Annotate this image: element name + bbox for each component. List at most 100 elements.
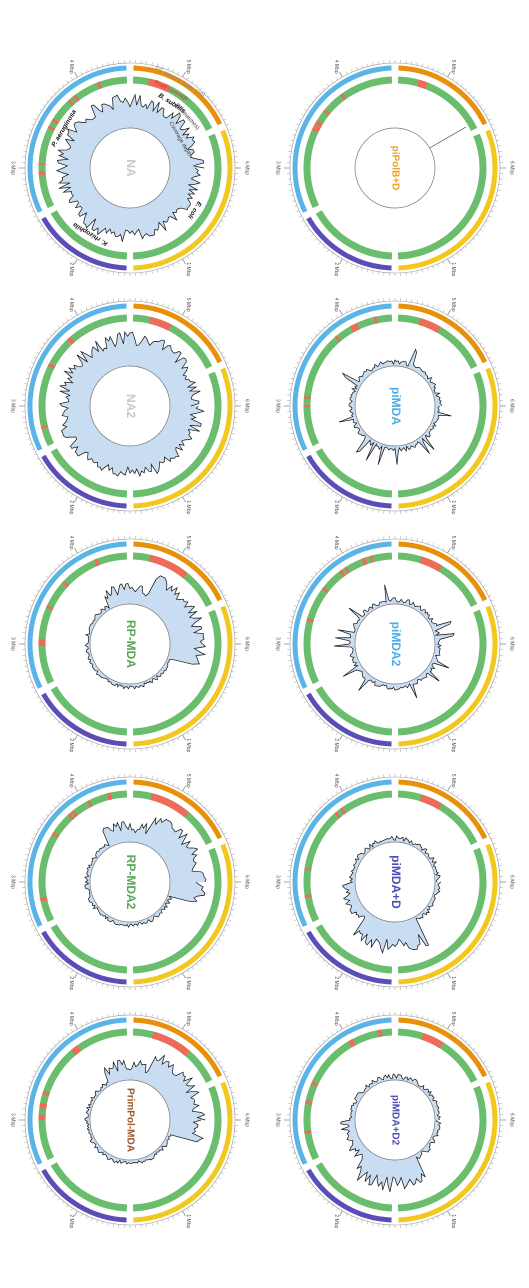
tick-mark <box>182 785 186 792</box>
tick-mark <box>301 1172 305 1175</box>
tick-mark <box>421 1015 424 1019</box>
tick-mark <box>492 1157 496 1159</box>
tick-mark <box>220 696 224 699</box>
tick-mark <box>74 309 78 316</box>
tick-label: 3 Mbp <box>275 875 281 889</box>
tick-mark <box>229 610 233 612</box>
tick-mark <box>70 1207 74 1211</box>
tick-mark <box>33 356 37 359</box>
tick-mark <box>472 1047 476 1050</box>
tick-mark <box>485 113 489 116</box>
tick-mark <box>345 975 348 979</box>
tick-mark <box>310 709 314 713</box>
covered-arc <box>132 76 213 131</box>
tick-mark <box>214 1181 218 1184</box>
tick-label: 6 Mbp <box>509 1113 515 1127</box>
tick-mark <box>182 258 186 265</box>
tick-label: 4 Mbp <box>333 536 339 550</box>
tick-mark <box>289 621 293 623</box>
covered-arc <box>38 552 128 685</box>
tick-mark <box>195 249 199 253</box>
tick-mark <box>290 1091 294 1094</box>
covered-ring <box>303 552 487 736</box>
tick-mark <box>331 556 334 560</box>
tick-mark <box>496 853 500 856</box>
tick-mark <box>57 1039 60 1043</box>
tick-label: 6 Mbp <box>244 637 250 651</box>
tick-label: 4 Mbp <box>333 774 339 788</box>
tick-mark <box>350 739 353 743</box>
coverage-baseline <box>354 603 436 685</box>
tick-mark <box>29 367 33 369</box>
tick-mark <box>469 1194 472 1197</box>
tick-mark <box>307 342 311 345</box>
tick-mark <box>220 1065 224 1068</box>
tick-mark <box>85 501 88 505</box>
tick-mark <box>488 594 492 597</box>
tick-mark <box>172 501 175 505</box>
tick-mark <box>231 853 235 856</box>
tick-mark <box>432 979 434 983</box>
covered-arc <box>397 790 478 845</box>
tick-label: 2 Mbp <box>333 976 339 990</box>
tick-label: 3 Mbp <box>275 161 281 175</box>
tick-mark <box>85 977 88 981</box>
tick-mark <box>356 543 358 547</box>
covered-arc <box>397 133 487 260</box>
tick-label: 6 Mbp <box>509 399 515 413</box>
tick-baseline <box>24 538 236 750</box>
tick-mark <box>339 309 343 316</box>
tick-mark <box>490 361 494 364</box>
tick-mark <box>294 205 298 207</box>
tick-label: 3 Mbp <box>10 1113 16 1127</box>
tick-mark <box>29 681 33 683</box>
tick-mark <box>232 1141 236 1143</box>
tick-mark <box>229 1152 233 1154</box>
covered-ring <box>38 314 222 498</box>
tick-mark <box>290 194 294 197</box>
tick-mark <box>31 210 35 213</box>
tick-mark <box>490 1075 494 1078</box>
genome-arc <box>292 779 392 927</box>
tick-mark <box>49 476 53 479</box>
tick-mark <box>442 261 445 265</box>
tick-mark <box>494 372 498 374</box>
tick-mark <box>326 83 330 87</box>
tick-mark <box>177 1213 180 1217</box>
tick-mark <box>460 321 464 325</box>
tick-mark <box>476 709 480 713</box>
tick-mark <box>151 984 153 988</box>
covered-arc <box>315 924 393 974</box>
tick-mark <box>339 972 343 979</box>
tick-mark <box>356 781 358 785</box>
tick-mark <box>447 972 451 979</box>
tick-mark <box>225 837 229 840</box>
tick-mark <box>290 853 294 856</box>
covered-arc <box>132 371 222 498</box>
tick-mark <box>488 356 492 359</box>
tick-label: 3 Mbp <box>10 399 16 413</box>
tick-mark <box>61 1035 65 1039</box>
tick-mark <box>361 1017 363 1021</box>
uncovered-arc <box>369 555 374 563</box>
tick-mark <box>39 938 43 942</box>
tick-mark <box>57 801 60 805</box>
tick-mark <box>485 1172 489 1175</box>
tick-mark <box>289 383 293 385</box>
tick-mark <box>301 696 305 699</box>
tick-mark <box>356 741 358 745</box>
tick-mark <box>494 914 498 916</box>
tick-mark <box>80 309 83 313</box>
tick-mark <box>33 1167 37 1170</box>
tick-mark <box>204 567 207 570</box>
tick-mark <box>356 265 358 269</box>
tick-mark <box>80 975 83 979</box>
tick-baseline <box>289 1014 501 1226</box>
tick-mark <box>304 822 308 826</box>
tick-mark <box>232 665 236 667</box>
tick-mark <box>350 545 353 549</box>
tick-mark <box>497 665 501 667</box>
coverage-line <box>58 331 205 477</box>
uncovered-arc <box>42 1090 50 1097</box>
tick-mark <box>350 69 353 73</box>
